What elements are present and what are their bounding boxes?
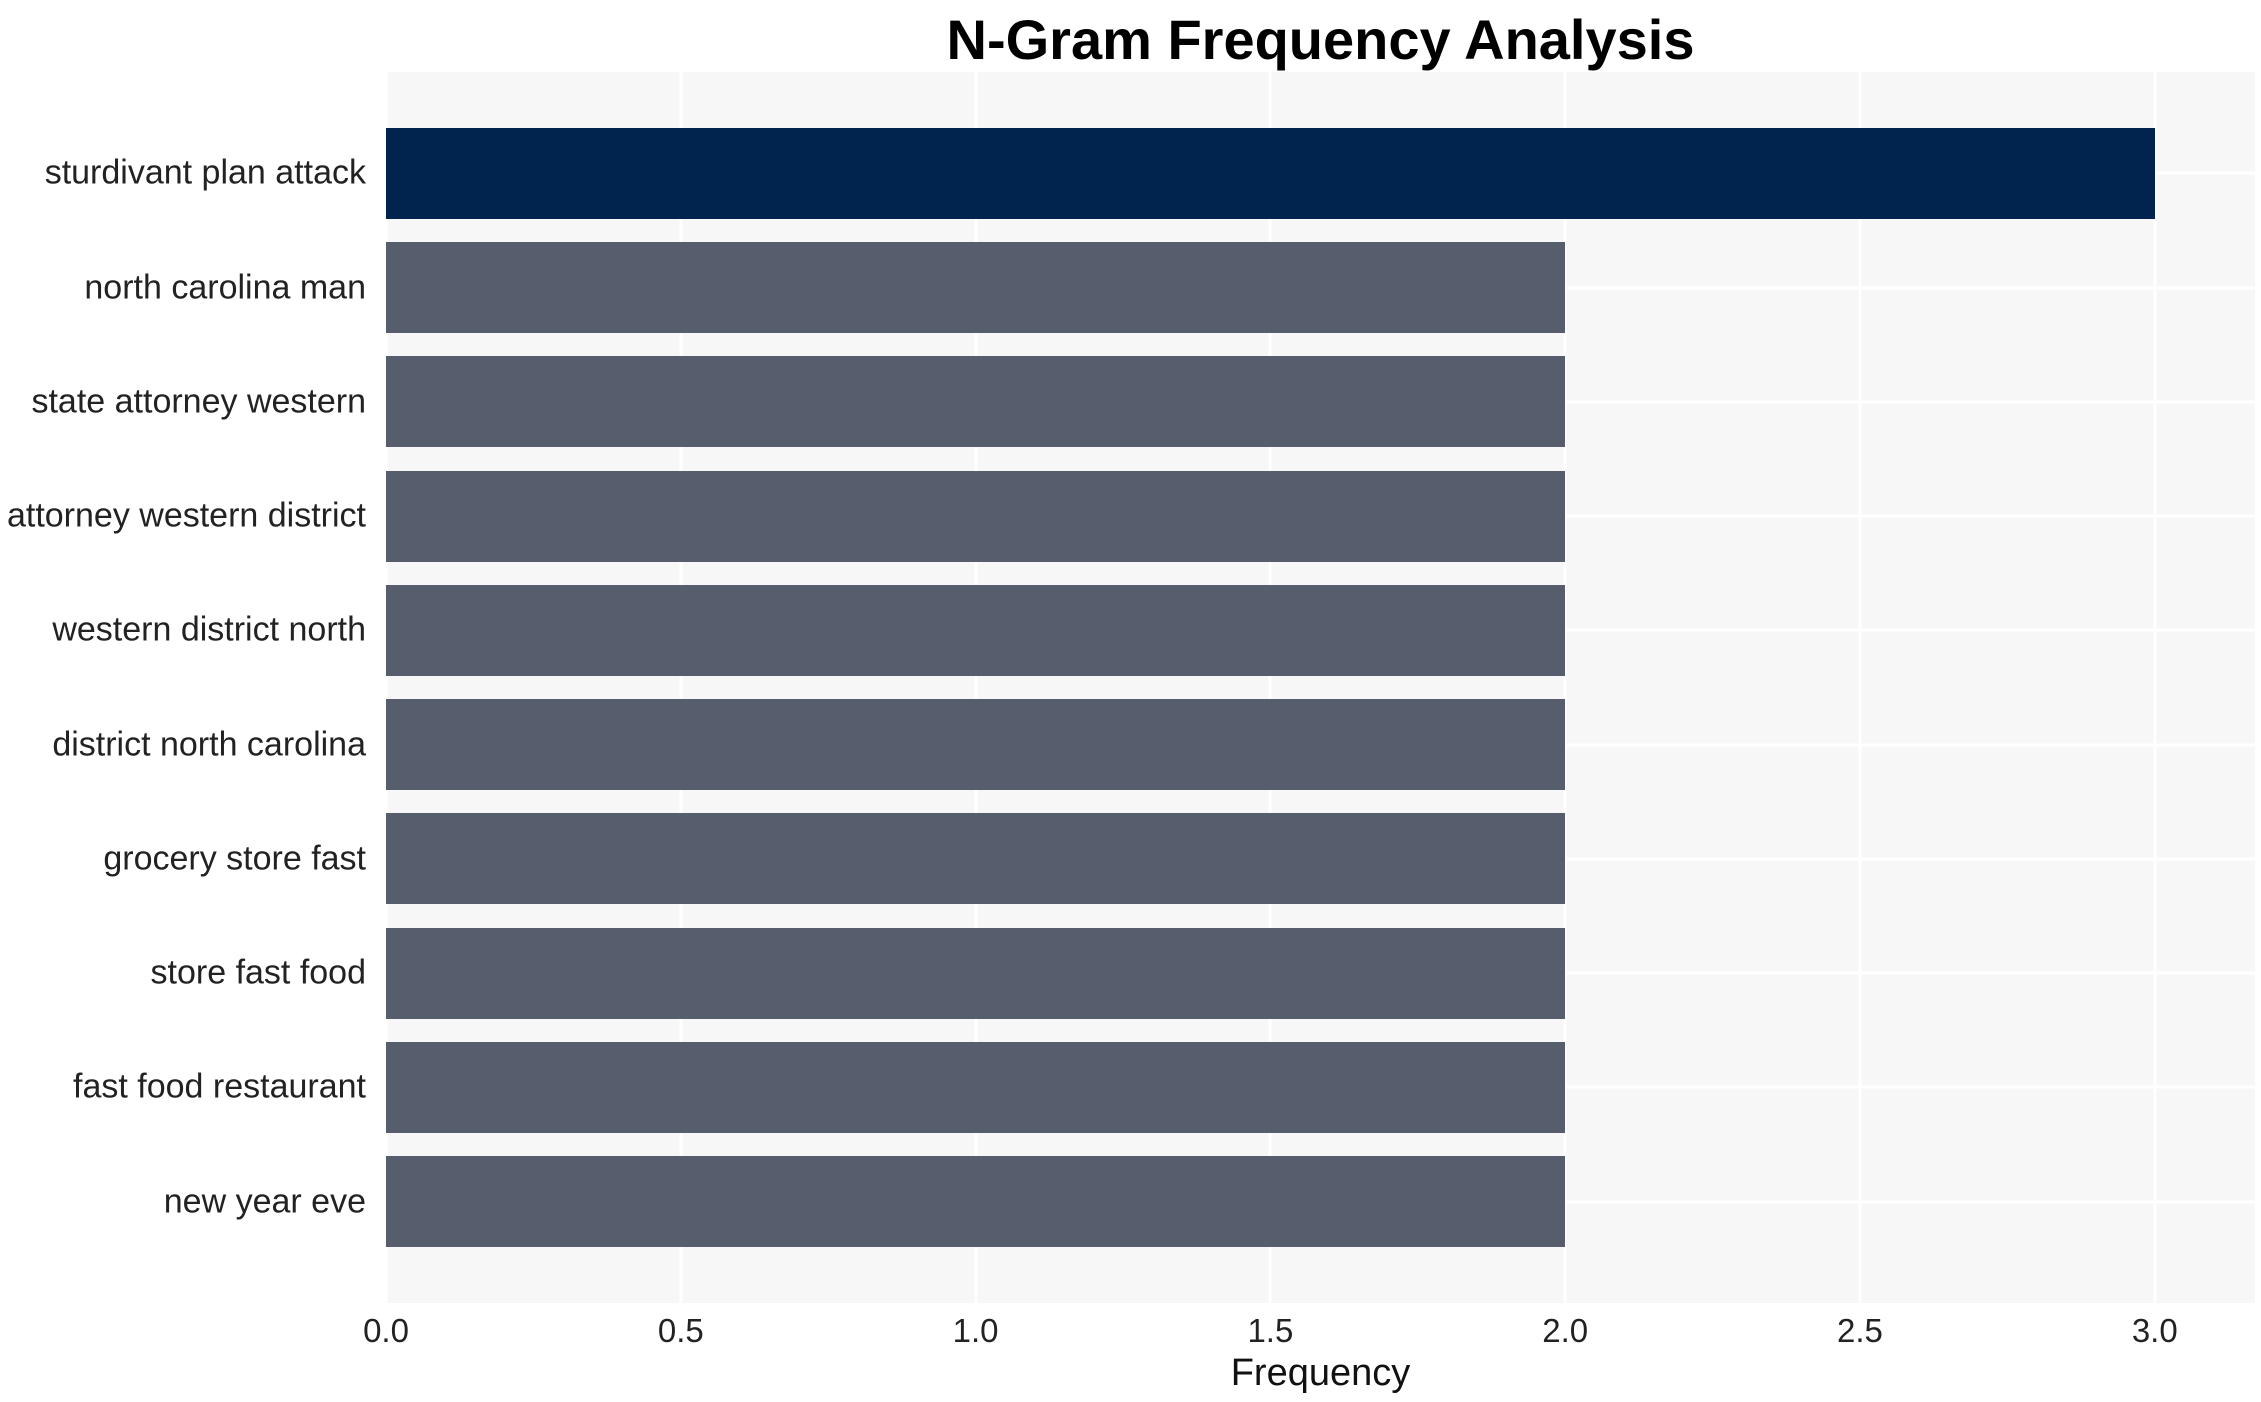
bar <box>386 584 1566 676</box>
x-tick-label: 3.0 <box>2131 1312 2178 1349</box>
category-label: state attorney western <box>31 382 366 421</box>
category-label: western district north <box>52 610 366 649</box>
x-tick-label: 2.0 <box>1542 1312 1589 1349</box>
x-tick-label: 0.5 <box>657 1312 704 1349</box>
plot-area <box>384 72 2255 1303</box>
x-tick-label: 1.5 <box>1247 1312 1294 1349</box>
x-axis-ticks: 0.0 0.5 1.0 1.5 2.0 2.5 3.0 <box>363 1312 2255 1352</box>
x-tick-label: 0.0 <box>363 1312 409 1349</box>
gridline-v <box>974 72 978 1303</box>
category-label: store fast food <box>150 953 366 992</box>
bar <box>386 470 1566 562</box>
gridline-v <box>679 72 683 1303</box>
category-label: fast food restaurant <box>73 1067 366 1106</box>
category-label: north carolina man <box>84 268 366 307</box>
bar <box>386 356 1566 448</box>
y-axis-labels: sturdivant plan attack north carolina man… <box>0 72 366 1303</box>
bar <box>386 813 1566 905</box>
bar <box>386 699 1566 791</box>
category-label: grocery store fast <box>103 839 366 878</box>
x-tick-label: 2.5 <box>1837 1312 1883 1349</box>
gridline-v <box>2153 72 2157 1303</box>
category-label: attorney western district <box>6 496 366 535</box>
gridline-v <box>1563 72 1567 1303</box>
gridline-v <box>1268 72 1272 1303</box>
x-axis-label: Frequency <box>1230 1352 1411 1394</box>
category-label: new year eve <box>163 1182 366 1220</box>
bar <box>386 1041 1566 1133</box>
bar <box>386 242 1566 334</box>
bar <box>386 128 2155 219</box>
bar <box>386 927 1566 1019</box>
gridline-v <box>384 72 388 1303</box>
chart-title: N-Gram Frequency Analysis <box>946 7 1695 71</box>
bar <box>386 1156 1566 1247</box>
gridline-v <box>1858 72 1862 1303</box>
category-label: district north carolina <box>52 725 366 764</box>
category-label: sturdivant plan attack <box>44 153 366 192</box>
x-tick-label: 1.0 <box>952 1312 999 1349</box>
